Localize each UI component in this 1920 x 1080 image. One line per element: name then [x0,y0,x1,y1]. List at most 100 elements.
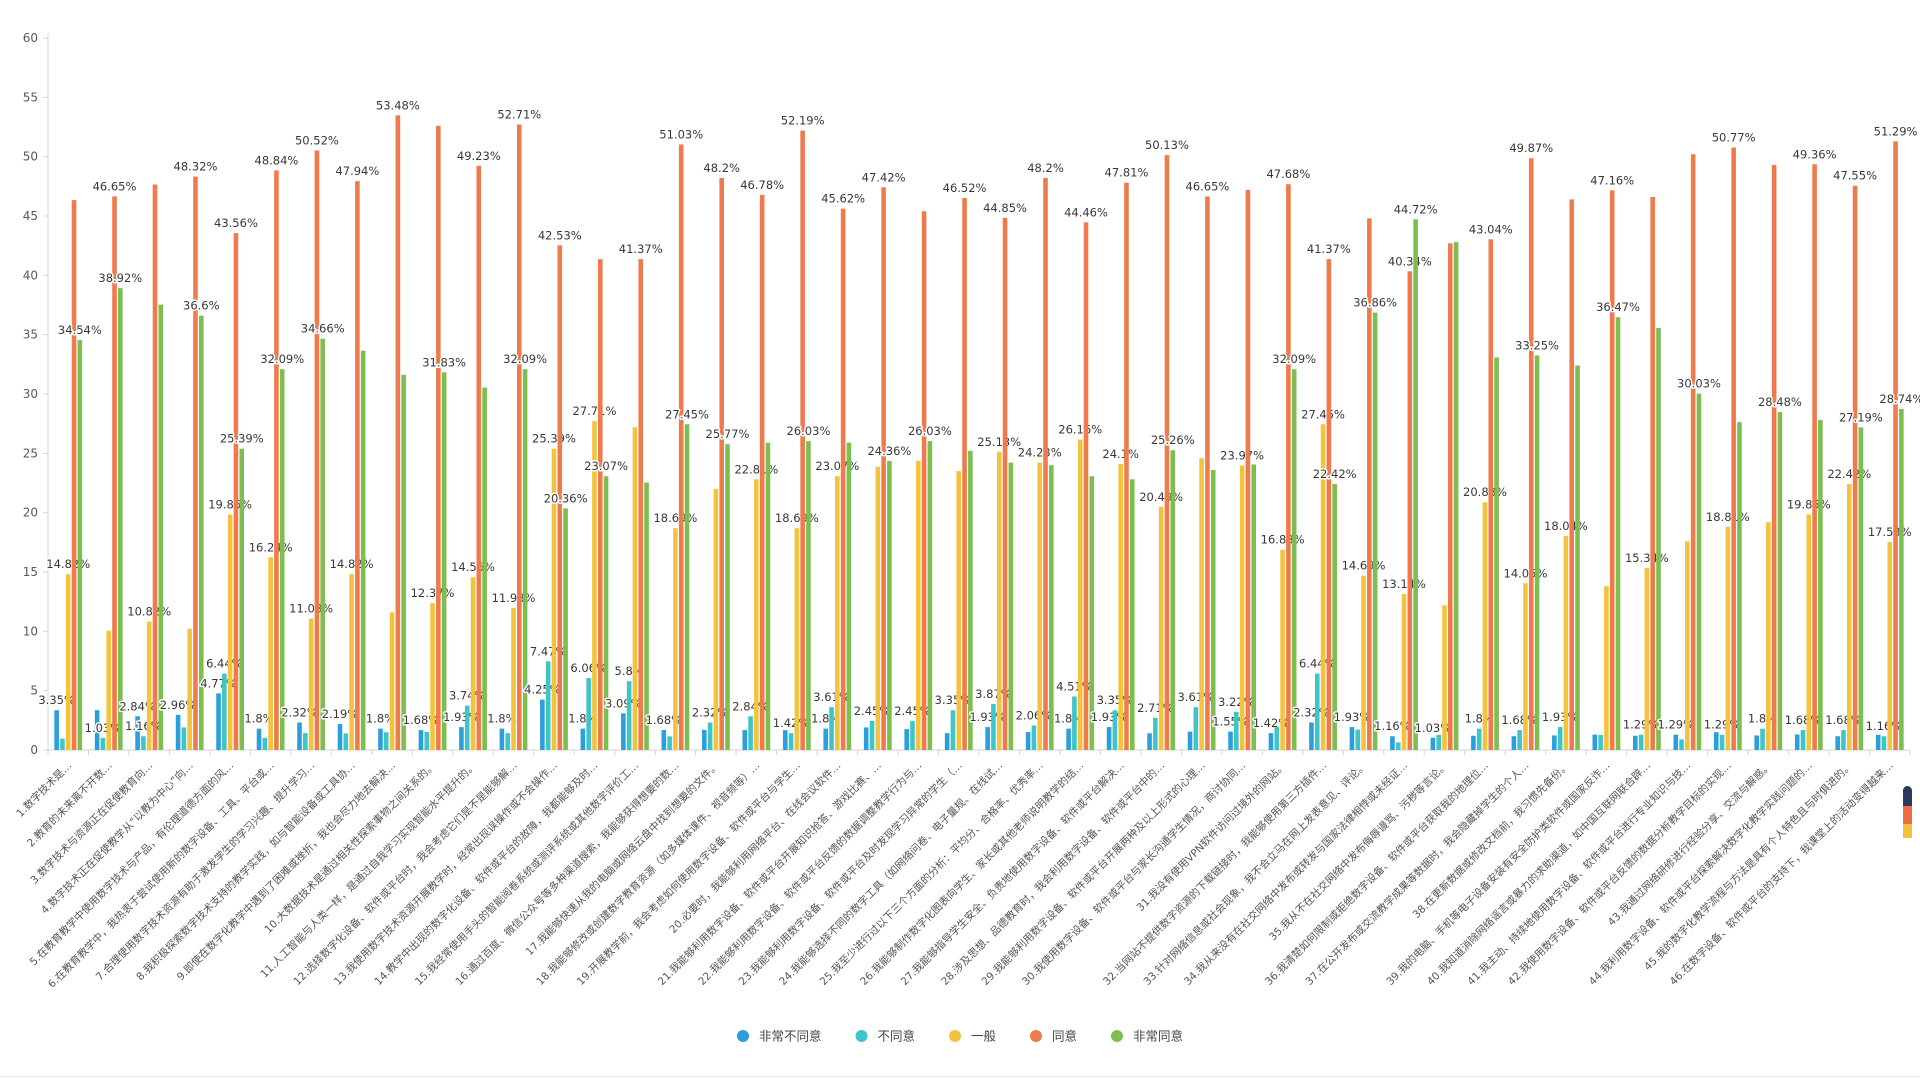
bar-一般[interactable] [1239,465,1245,750]
bar-不同意[interactable] [1679,739,1684,750]
bar-非常不同意[interactable] [580,728,586,750]
bar-同意[interactable] [678,144,684,751]
bar-同意[interactable] [1731,147,1736,751]
bar-非常不同意[interactable] [135,716,140,750]
bar-非常不同意[interactable] [621,713,626,750]
bar-非常不同意[interactable] [742,730,748,750]
bar-不同意[interactable] [424,731,430,750]
bar-非常同意[interactable] [1534,355,1540,750]
bar-非常不同意[interactable] [175,714,181,750]
bar-非常不同意[interactable] [459,727,464,750]
bar-同意[interactable] [193,176,198,750]
bar-一般[interactable] [1320,424,1326,750]
bar-不同意[interactable] [748,716,753,750]
bar-非常不同意[interactable] [1066,728,1071,750]
bar-不同意[interactable] [383,732,389,750]
bar-非常不同意[interactable] [1673,734,1679,750]
legend-item-不同意[interactable]: 不同意 [855,1029,916,1044]
bar-不同意[interactable] [141,736,146,750]
bar-同意[interactable] [1893,141,1898,751]
bar-不同意[interactable] [1719,734,1725,750]
bar-同意[interactable] [1690,154,1696,750]
bar-不同意[interactable] [1800,730,1806,750]
bar-不同意[interactable] [1517,730,1522,750]
bar-非常同意[interactable] [1494,357,1499,750]
bar-一般[interactable] [592,421,597,750]
bar-同意[interactable] [1569,199,1575,751]
bar-同意[interactable] [233,233,239,750]
bar-非常同意[interactable] [644,482,649,750]
bar-一般[interactable] [1199,458,1204,750]
bar-非常不同意[interactable] [418,730,424,750]
bar-不同意[interactable] [1112,710,1118,750]
bar-非常同意[interactable] [1210,470,1216,750]
bar-不同意[interactable] [545,661,551,750]
bar-非常同意[interactable] [968,450,973,750]
bar-非常不同意[interactable] [944,733,950,750]
bar-不同意[interactable] [667,736,672,750]
bar-非常不同意[interactable] [1349,727,1355,750]
bar-同意[interactable] [638,259,644,750]
bar-非常同意[interactable] [1615,317,1621,750]
bar-一般[interactable] [227,514,233,750]
bar-不同意[interactable] [910,720,915,750]
bar-一般[interactable] [1482,502,1488,750]
bar-一般[interactable] [713,488,719,750]
bar-同意[interactable] [1488,239,1494,750]
bar-不同意[interactable] [1031,725,1037,750]
bar-非常同意[interactable] [239,448,245,750]
bar-非常不同意[interactable] [863,727,869,750]
bar-不同意[interactable] [1395,742,1401,750]
bar-一般[interactable] [1037,462,1043,750]
bar-一般[interactable] [146,621,152,750]
bar-非常同意[interactable] [1170,450,1176,750]
bar-非常同意[interactable] [1049,465,1054,750]
legend-item-非常同意[interactable]: 非常同意 [1111,1029,1183,1044]
bar-同意[interactable] [395,115,401,750]
bar-不同意[interactable] [505,733,510,750]
bar-非常同意[interactable] [887,460,892,750]
bar-一般[interactable] [65,574,71,750]
scroll-pill-middle[interactable] [1903,806,1912,828]
scroll-pill-bottom[interactable] [1903,824,1912,838]
bar-同意[interactable] [274,170,279,750]
bar-同意[interactable] [1650,197,1655,751]
bar-一般[interactable] [835,476,840,750]
bar-非常同意[interactable] [1372,312,1378,750]
bar-非常同意[interactable] [522,369,528,750]
bar-非常不同意[interactable] [54,710,59,750]
bar-一般[interactable] [511,607,516,750]
bar-一般[interactable] [187,628,192,750]
bar-非常同意[interactable] [441,372,447,750]
bar-同意[interactable] [1771,164,1777,750]
bar-非常不同意[interactable] [1754,735,1760,750]
bar-非常同意[interactable] [77,340,83,750]
bar-非常不同意[interactable] [661,730,667,750]
bar-不同意[interactable] [1881,736,1887,750]
bar-不同意[interactable] [1557,727,1563,750]
bar-非常同意[interactable] [765,442,771,750]
bar-同意[interactable] [517,124,522,751]
bar-不同意[interactable] [1314,673,1320,750]
bar-同意[interactable] [881,187,886,751]
bar-一般[interactable] [1118,464,1123,750]
bar-非常不同意[interactable] [1106,727,1112,750]
bar-同意[interactable] [962,197,967,751]
bar-不同意[interactable] [1355,729,1361,750]
bar-一般[interactable] [1280,549,1285,750]
bar-非常不同意[interactable] [1875,734,1881,750]
bar-非常不同意[interactable] [1794,734,1800,750]
bar-同意[interactable] [71,200,77,751]
bar-一般[interactable] [1806,514,1812,750]
bar-不同意[interactable] [1436,734,1441,750]
bar-不同意[interactable] [181,727,187,750]
bar-非常同意[interactable] [1899,408,1904,750]
bar-非常不同意[interactable] [1632,735,1638,750]
bar-非常不同意[interactable] [1268,733,1274,750]
bar-同意[interactable] [921,211,927,751]
bar-一般[interactable] [1523,583,1528,750]
bar-不同意[interactable] [829,707,834,750]
bar-非常不同意[interactable] [1552,735,1557,750]
bar-非常同意[interactable] [806,441,811,750]
legend-item-非常不同意[interactable]: 非常不同意 [737,1029,822,1044]
